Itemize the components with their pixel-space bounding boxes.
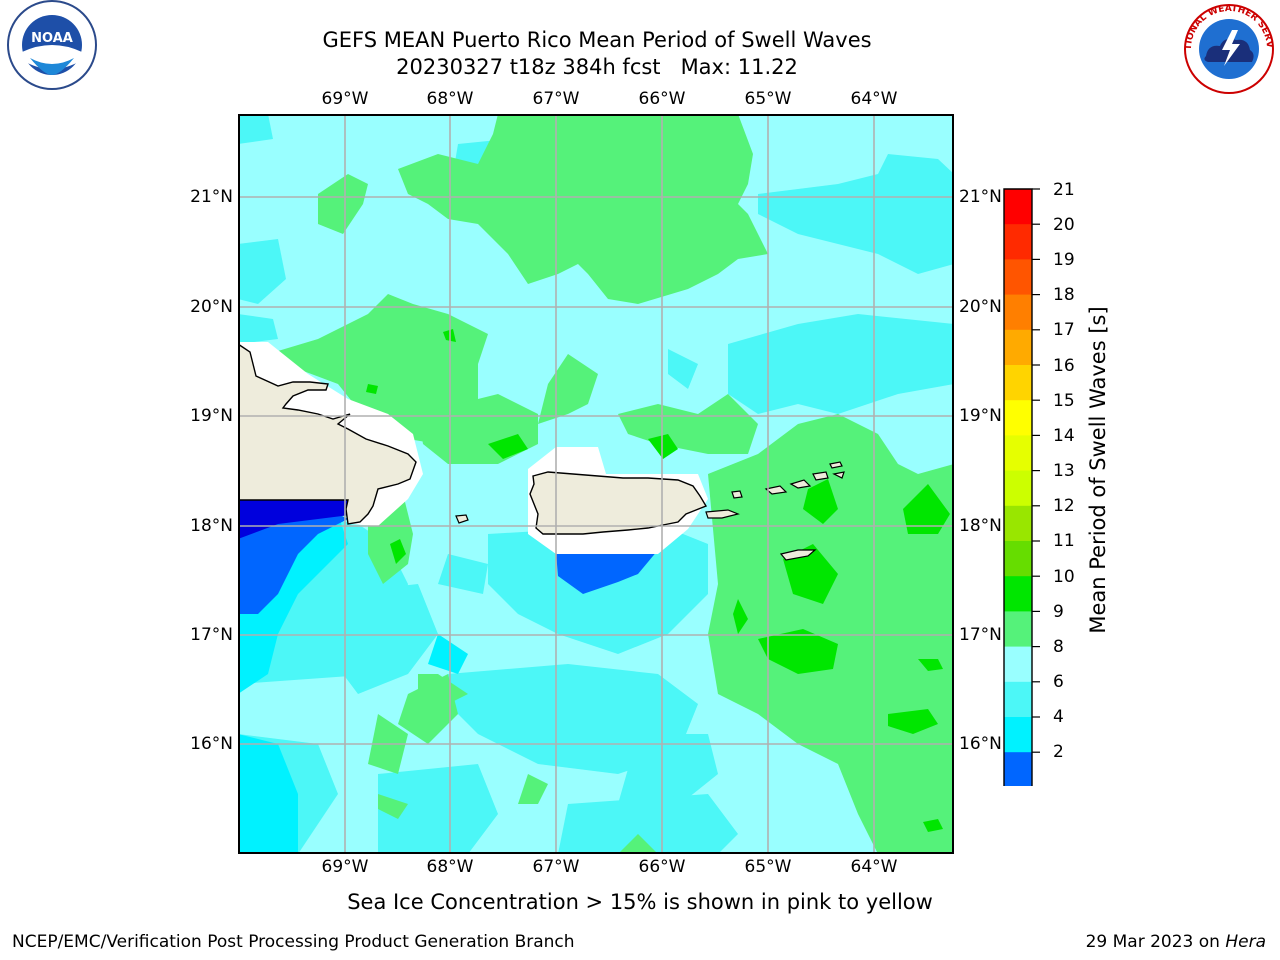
colorbar-tick-label: 4: [1053, 707, 1064, 727]
contour-blue-extend: [238, 499, 358, 539]
colorbar-segment: [1004, 541, 1032, 577]
colorbar-segment: [1004, 576, 1032, 612]
colorbar-tick-label: 17: [1053, 320, 1075, 340]
mona-island: [455, 514, 469, 524]
colorbar-segment: [1004, 329, 1032, 366]
colorbar-tick-label: 13: [1053, 461, 1075, 481]
lon-label-bottom: 68°W: [426, 857, 474, 877]
lat-label-left: 21°N: [190, 187, 233, 207]
colorbar-segment: [1004, 681, 1032, 718]
lon-label-top: 65°W: [744, 89, 792, 109]
colorbar-segment: [1004, 400, 1032, 436]
sea-ice-note: Sea Ice Concentration > 15% is shown in …: [0, 890, 1280, 914]
lat-label-right: 16°N: [959, 734, 1002, 754]
lat-label-right: 19°N: [959, 406, 1002, 426]
colorbar-tick-label: 21: [1053, 180, 1075, 200]
colorbar-tick-label: 10: [1053, 567, 1075, 587]
lon-label-top: 64°W: [850, 89, 898, 109]
colorbar-segment: [1004, 611, 1032, 648]
lon-label-top: 68°W: [426, 89, 474, 109]
colorbar: [1003, 188, 1040, 786]
colorbar-tick-label: 20: [1053, 215, 1075, 235]
lat-label-left: 16°N: [190, 734, 233, 754]
lat-label-right: 18°N: [959, 516, 1002, 536]
colorbar-title: Mean Period of Swell Waves [s]: [1086, 306, 1110, 634]
lon-label-bottom: 66°W: [638, 857, 686, 877]
colorbar-tick-label: 6: [1053, 672, 1064, 692]
colorbar-tick-label: 8: [1053, 637, 1064, 657]
colorbar-frame: [1003, 188, 1033, 786]
chart-subtitle: 20230327 t18z 384h fcst Max: 11.22: [396, 55, 798, 79]
colorbar-segment: [1004, 365, 1032, 401]
colorbar-tick-label: 12: [1053, 496, 1075, 516]
colorbar-segment: [1004, 435, 1032, 472]
colorbar-tick-label: 14: [1053, 426, 1075, 446]
gridlines: [238, 114, 954, 854]
footer-credit: NCEP/EMC/Verification Post Processing Pr…: [12, 932, 575, 952]
lon-label-top: 66°W: [638, 89, 686, 109]
anegada-island: [829, 461, 843, 469]
noaa-logo: NOAA: [7, 0, 97, 90]
colorbar-tick-label: 19: [1053, 250, 1075, 270]
nws-logo: NATIONAL WEATHER SERVICE: [1178, 0, 1274, 94]
lat-label-left: 17°N: [190, 625, 233, 645]
colorbar-tick-label: 9: [1053, 602, 1064, 622]
sea-ice-note-text: Sea Ice Concentration > 15% is shown in …: [347, 890, 933, 914]
colorbar-segment: [1004, 505, 1032, 542]
map-frame: [238, 114, 954, 854]
chart-title: GEFS MEAN Puerto Rico Mean Period of Swe…: [322, 28, 872, 52]
lat-label-right: 17°N: [959, 625, 1002, 645]
noaa-logo-text: NOAA: [31, 31, 73, 46]
colorbar-segment: [1004, 646, 1032, 683]
culebra-island: [731, 490, 743, 499]
contour-blue-band: [238, 509, 658, 614]
colorbar-segment: [1004, 752, 1032, 786]
colorbar-segment: [1004, 470, 1032, 507]
vieques-island: [705, 509, 740, 519]
colorbar-segment: [1004, 259, 1032, 296]
footer-date: 29 Mar 2023 on Hera: [1086, 932, 1266, 952]
colorbar-tick-label: 11: [1053, 531, 1075, 551]
lon-label-top: 69°W: [321, 89, 369, 109]
lat-label-left: 18°N: [190, 516, 233, 536]
lat-label-left: 19°N: [190, 406, 233, 426]
lon-label-bottom: 67°W: [532, 857, 580, 877]
lon-label-bottom: 65°W: [744, 857, 792, 877]
colorbar-tick-label: 16: [1053, 356, 1075, 376]
st-croix-island: [779, 549, 817, 561]
lat-label-right: 21°N: [959, 187, 1002, 207]
footer-machine: Hera: [1225, 932, 1266, 952]
colorbar-segment: [1004, 224, 1032, 260]
virgin-islands: [764, 471, 845, 495]
lon-label-top: 67°W: [532, 89, 580, 109]
map-panel: [238, 114, 954, 854]
colorbar-segment: [1004, 189, 1032, 225]
contour-green-strong: [366, 329, 950, 832]
footer-date-text: 29 Mar 2023 on: [1085, 932, 1226, 952]
colorbar-segment: [1004, 294, 1032, 331]
colorbar-tick-label: 2: [1053, 742, 1064, 762]
hispaniola-land: [238, 343, 417, 525]
lat-label-left: 20°N: [190, 297, 233, 317]
colorbar-tick-label: 18: [1053, 285, 1075, 305]
lon-label-bottom: 69°W: [321, 857, 369, 877]
lon-label-bottom: 64°W: [850, 857, 898, 877]
colorbar-segment: [1004, 717, 1032, 753]
colorbar-tick-label: 15: [1053, 391, 1075, 411]
lat-label-right: 20°N: [959, 297, 1002, 317]
